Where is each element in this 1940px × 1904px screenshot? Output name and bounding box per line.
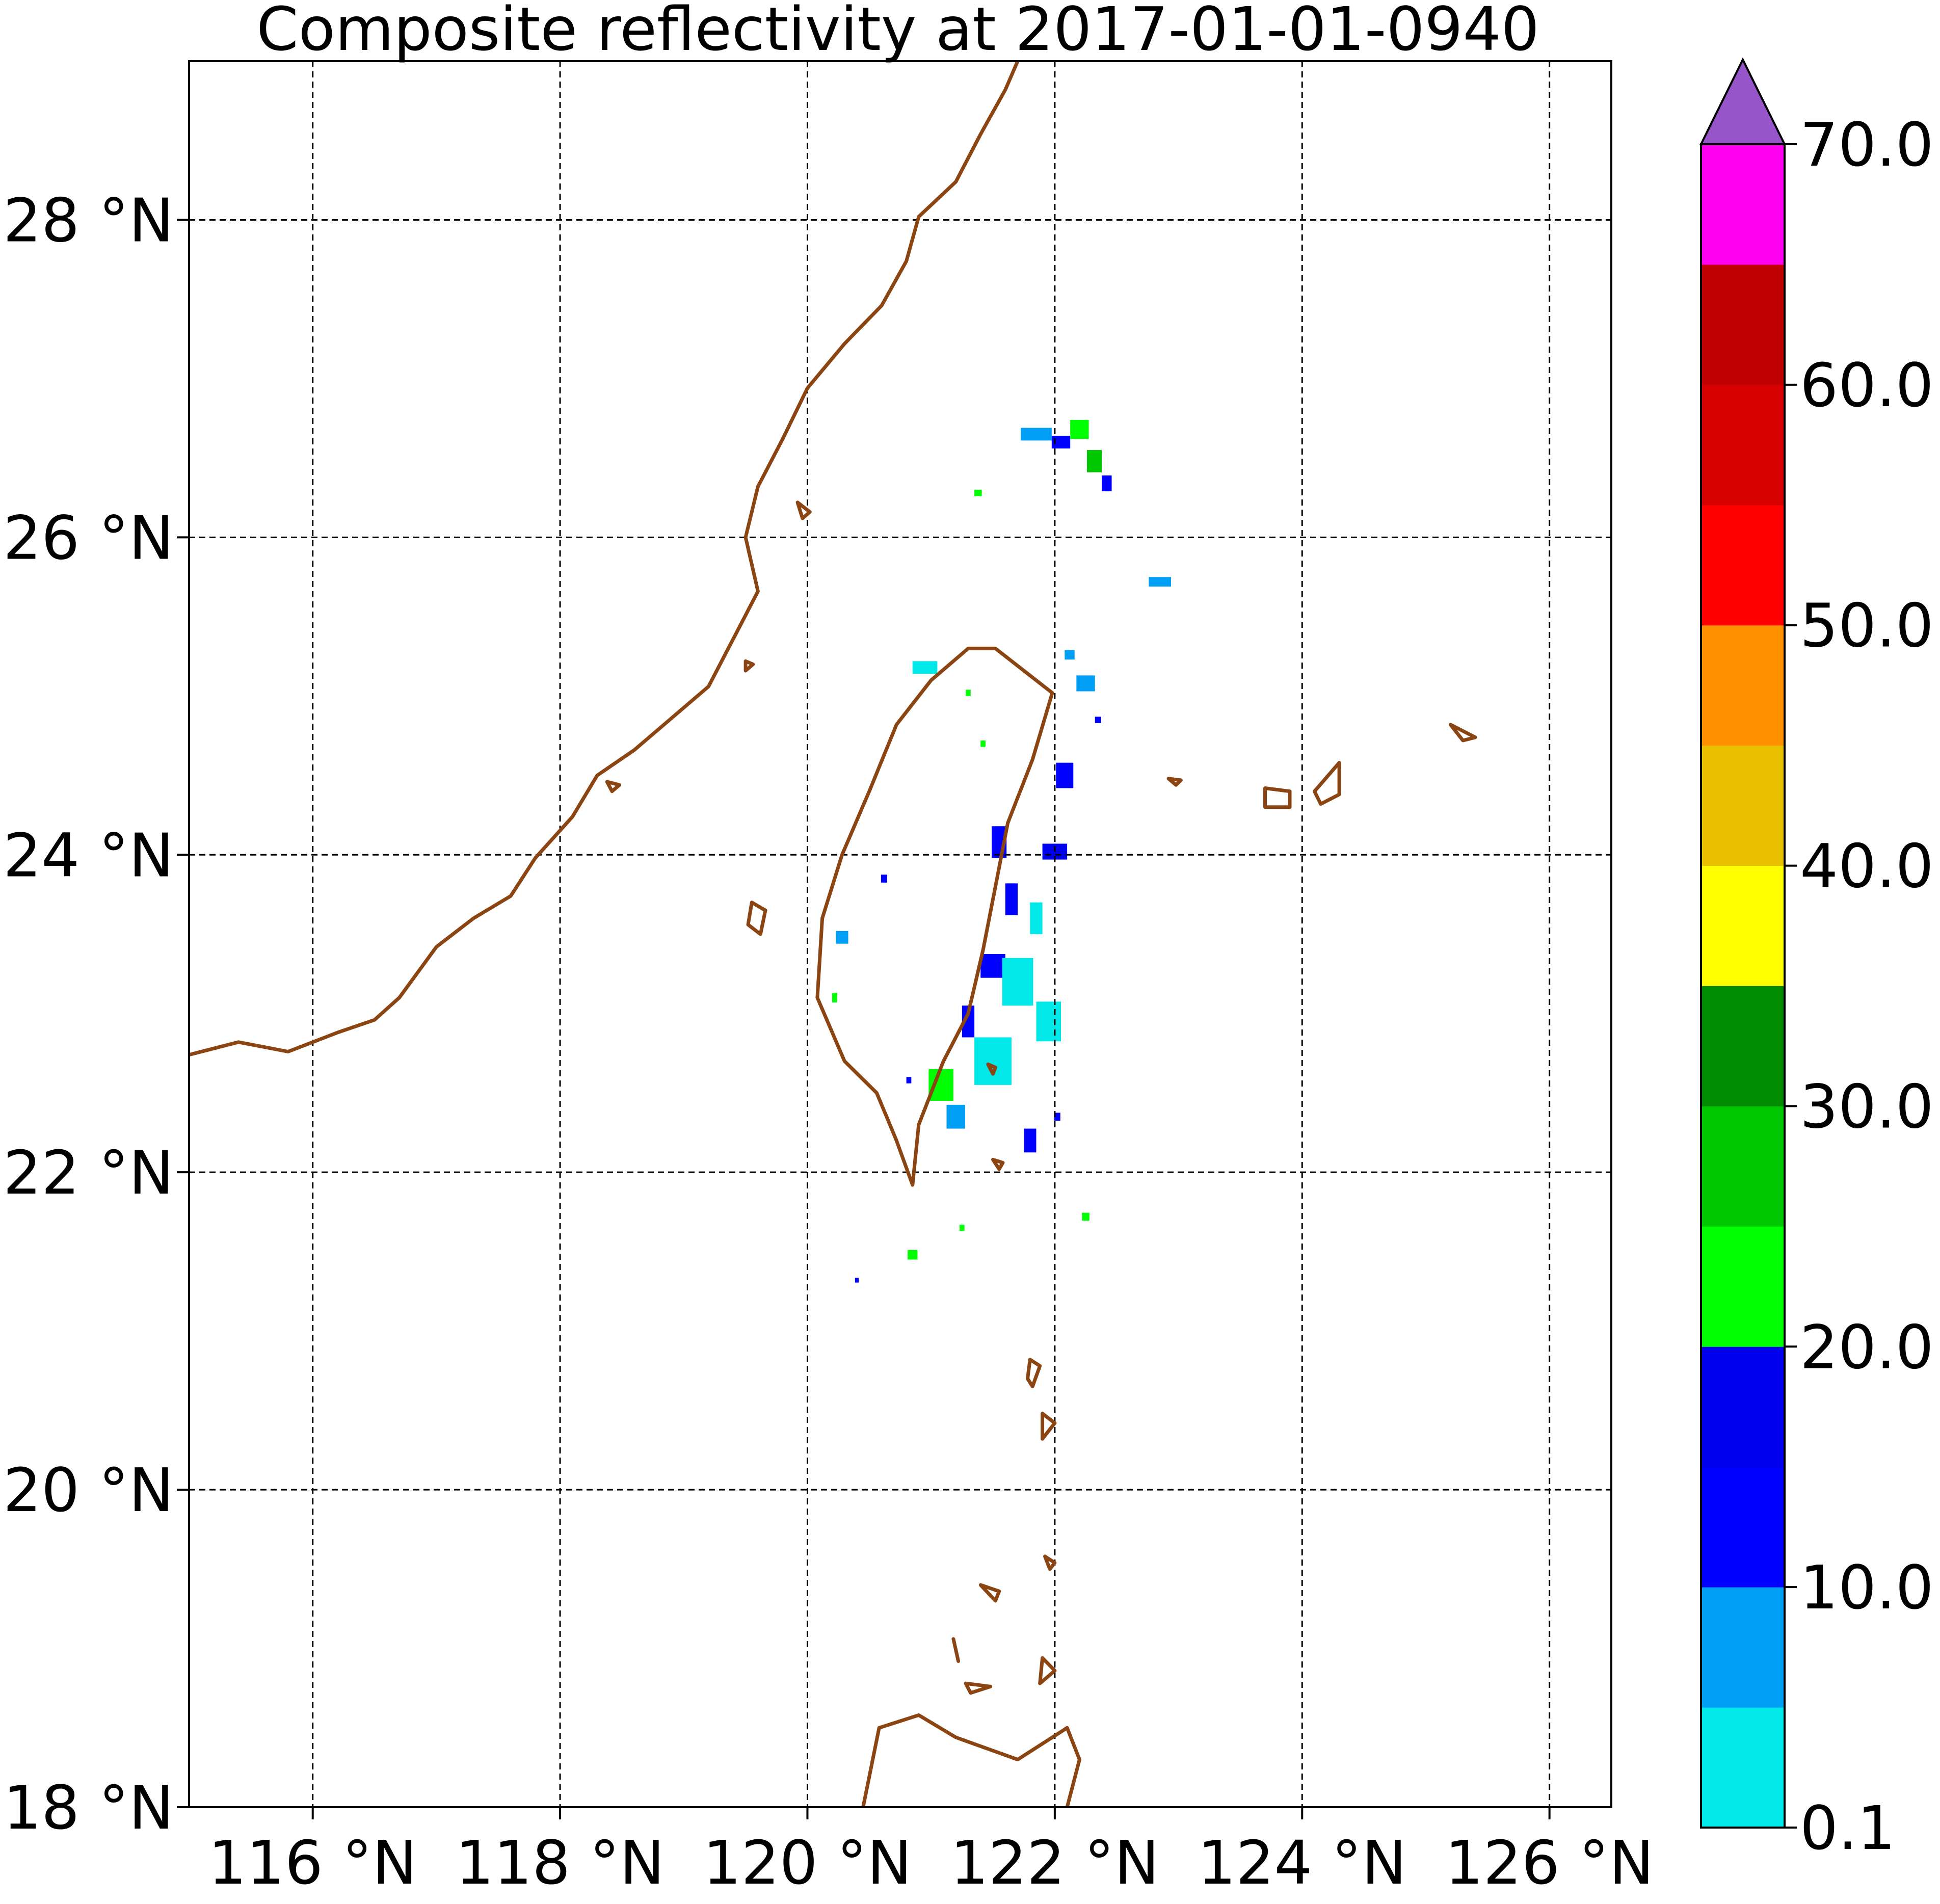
echo-cell-23 [1024, 1128, 1037, 1153]
echo-cell-10 [1095, 717, 1101, 723]
echo-cell-11 [1056, 762, 1074, 788]
coastline-kinmen [605, 780, 622, 794]
echo-cell-6 [1149, 577, 1172, 587]
coastline-penghu [746, 901, 767, 936]
echo-cell-5 [974, 489, 982, 496]
y-tick-label: 26 °N [3, 503, 174, 573]
colorbar-segment [1701, 1587, 1785, 1708]
coastline-green-island [986, 1062, 997, 1076]
colorbar-segment [1701, 1707, 1785, 1828]
colorbar-segment [1701, 1106, 1785, 1227]
colorbar-segment [1701, 1467, 1785, 1588]
colorbar-segment [1701, 384, 1785, 506]
latitude-ticks: 18 °N 20 °N 22 °N 24 °N 26 °N 28 °N [3, 185, 189, 1843]
colorbar-tick-label: 30.0 [1800, 1071, 1934, 1142]
colorbar-segment [1701, 865, 1785, 986]
colorbar-tick-label: 60.0 [1800, 350, 1934, 420]
echo-cell-8 [1065, 650, 1075, 660]
echo-cell-14 [1005, 883, 1018, 915]
colorbar-segment [1701, 745, 1785, 866]
echo-cell-25 [836, 931, 848, 944]
colorbar-tick-label: 40.0 [1800, 831, 1934, 902]
echo-cell-31 [959, 1224, 965, 1231]
x-tick-label: 124 °N [1198, 1828, 1406, 1898]
radar-echo-layer [832, 419, 1172, 1283]
x-tick-label: 126 °N [1445, 1828, 1654, 1898]
colorbar-frame [1700, 143, 1786, 1829]
x-tick-label: 120 °N [703, 1828, 912, 1898]
y-tick-label: 20 °N [3, 1455, 174, 1525]
echo-cell-34 [855, 1278, 859, 1283]
echo-cell-17 [1002, 958, 1033, 1006]
echo-cell-2 [1070, 419, 1089, 439]
colorbar-segment [1701, 625, 1785, 746]
echo-cell-7 [912, 661, 938, 674]
echo-cell-0 [1021, 428, 1052, 441]
colorbar-extend-arrow [1699, 57, 1787, 145]
coastline-ishigaki [1313, 761, 1341, 806]
coastline-batan [1026, 1358, 1042, 1389]
echo-cell-18 [1036, 1001, 1061, 1042]
echo-cell-24 [1054, 1113, 1060, 1121]
echo-cell-30 [1082, 1212, 1089, 1221]
longitude-ticks: 116 °N 118 °N 120 °N 122 °N 124 °N 126 °N [208, 1807, 1654, 1898]
y-tick-label: 18 °N [3, 1773, 174, 1843]
echo-cell-28 [906, 1077, 912, 1083]
echo-cell-9 [1076, 675, 1095, 692]
y-tick-label: 22 °N [3, 1138, 174, 1208]
coastline-babuyan-4 [964, 1681, 993, 1695]
colorbar-segment [1701, 505, 1785, 626]
colorbar-tick-label: 70.0 [1800, 110, 1934, 180]
echo-cell-27 [832, 993, 837, 1002]
coastline-matsu [795, 500, 812, 520]
echo-cell-26 [881, 875, 888, 883]
colorbar-tick-label: 0.1 [1800, 1793, 1896, 1863]
coastline-china-coast [189, 61, 1020, 1057]
coastline-orchid-island [991, 1157, 1005, 1171]
echo-cell-15 [1030, 902, 1043, 934]
coastline-babuyan-5 [1038, 1656, 1057, 1685]
colorbar-segment [1701, 1226, 1785, 1347]
coastline-babuyan-1 [1041, 1412, 1057, 1441]
colorbar-segment [1701, 1346, 1785, 1467]
x-tick-label: 116 °N [208, 1828, 417, 1898]
colorbar-segment [1701, 144, 1785, 265]
coastline-iriomote [1263, 786, 1292, 809]
x-tick-label: 118 °N [456, 1828, 665, 1898]
gridlines [189, 61, 1611, 1808]
colorbar-tick-label: 50.0 [1800, 591, 1934, 661]
echo-cell-33 [966, 690, 971, 696]
echo-cell-21 [946, 1104, 965, 1129]
echo-cell-3 [1086, 450, 1102, 472]
coastline-babuyan-3 [951, 1637, 961, 1663]
coastline-nanri [743, 659, 755, 673]
x-tick-label: 122 °N [950, 1828, 1159, 1898]
echo-cell-16 [980, 954, 1005, 978]
echo-cell-22 [974, 1037, 1012, 1085]
coastline-babuyan-2 [978, 1583, 1001, 1603]
echo-cell-4 [1102, 475, 1112, 492]
coastline-taiwan [815, 646, 1054, 1187]
coastline-yonaguni [1166, 777, 1183, 787]
colorbar-tick-label: 10.0 [1800, 1552, 1934, 1623]
coastline-luzon-north [861, 1713, 1081, 1807]
colorbar-segment [1701, 986, 1785, 1106]
map-title: Composite reflectivity at 2017-01-01-094… [256, 0, 1539, 64]
coastline-babuyan-6 [1043, 1554, 1057, 1571]
colorbar-segment [1701, 264, 1785, 385]
coastline-miyako [1449, 723, 1477, 743]
y-tick-label: 28 °N [3, 185, 174, 255]
coastline-layer [189, 61, 1477, 1807]
map-frame [188, 60, 1612, 1808]
echo-cell-29 [908, 1250, 918, 1260]
echo-cell-32 [980, 741, 986, 747]
colorbar: 0.1 10.0 20.0 30.0 40.0 50.0 60.0 70.0 [1699, 57, 1934, 1863]
y-tick-label: 24 °N [3, 820, 174, 890]
colorbar-tick-label: 20.0 [1800, 1312, 1934, 1382]
